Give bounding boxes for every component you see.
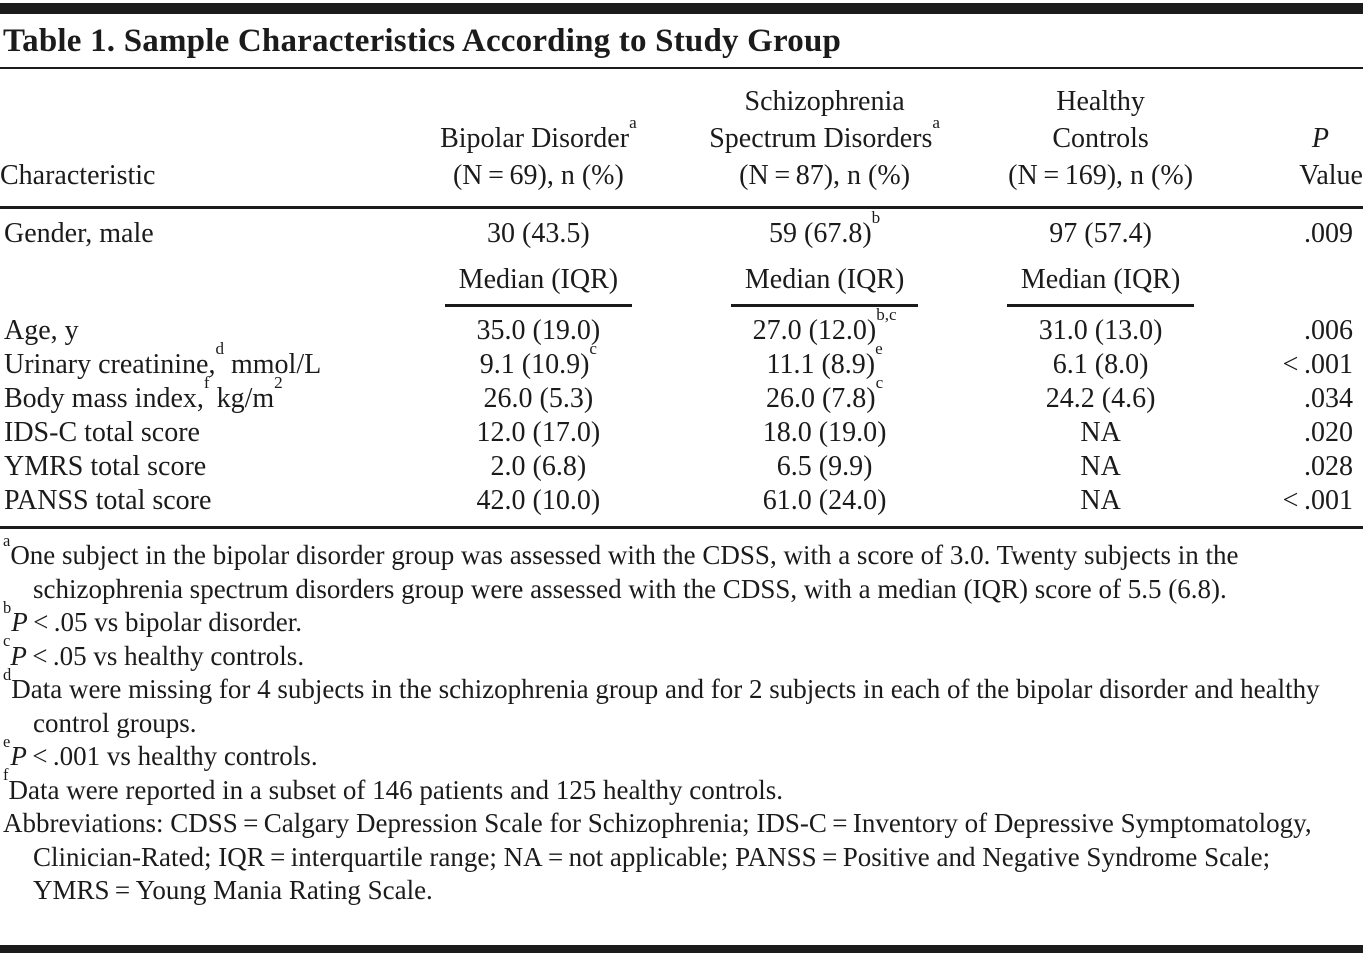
cell-healthy: 6.1 (8.0) [1052,349,1149,380]
cell-schizophrenia: 26.0 (7.8)c [765,373,884,414]
table-row-body-mass-index: Body mass index,f kg/m2 26.0 (5.3) 26.0 … [0,373,1363,416]
col-header-pvalue: P Value [1219,69,1363,209]
cell-pvalue: .034 [1304,383,1353,414]
cell-label: Age, y [4,315,79,346]
table-row-panss: PANSS total score 42.0 (10.0) 61.0 (24.0… [0,484,1363,529]
footnote-text: One subject in the bipolar disorder grou… [10,540,1239,604]
col-header-characteristic: Characteristic [0,69,409,209]
footnote-text: P < .001 vs healthy controls. [10,741,318,771]
footnote-text: Data were missing for 4 subjects in the … [11,674,1320,738]
col-header-line: Spectrum Disordersa [709,113,940,154]
col-header-line: (N = 69), n (%) [452,160,624,191]
median-subheader-bipolar: Median (IQR) [409,252,668,314]
footnote-f: fData were reported in a subset of 146 p… [3,767,1357,808]
cell-bipolar: 2.0 (6.8) [490,451,587,482]
median-label: Median (IQR) [744,264,905,295]
footnote-marker: e [3,731,11,751]
col-header-line: (N = 87), n (%) [739,160,911,191]
cell-bipolar: 12.0 (17.0) [476,417,601,448]
footnote-text: P < .05 vs bipolar disorder. [11,607,302,637]
col-header-line: Bipolar Disordera [440,113,637,154]
cell-pvalue: .006 [1304,315,1353,346]
cell-schizophrenia: 18.0 (19.0) [762,417,887,448]
title-rule [0,67,1363,69]
col-header-line: Value [1299,160,1363,191]
cell-pvalue: .009 [1304,218,1353,249]
cell-bipolar: 35.0 (19.0) [476,315,601,346]
cell-bipolar: 42.0 (10.0) [408,484,668,529]
cell-schizophrenia: 27.0 (12.0)b,c [752,305,897,346]
footnotes-block: aOne subject in the bipolar disorder gro… [0,529,1363,908]
col-header-line: Controls [1052,123,1149,154]
col-header-healthy: Healthy Controls (N = 169), n (%) [981,69,1220,209]
cell-label: PANSS total score [0,484,409,529]
cell-label: Body mass index,f kg/m2 [4,373,283,414]
cell-schizophrenia: 6.5 (9.9) [776,451,873,482]
median-subheader-row: Median (IQR) Median (IQR) Median (IQR) [0,252,1363,314]
col-header-line: Healthy [1056,86,1145,117]
top-rule [0,3,1363,14]
median-subheader-healthy: Median (IQR) [981,252,1220,314]
table-row-urinary-creatinine: Urinary creatinine,d mmol/L 9.1 (10.9)c … [0,339,1363,382]
footnote-text: Abbreviations: CDSS = Calgary Depression… [3,808,1312,905]
footnote-a: aOne subject in the bipolar disorder gro… [3,532,1357,606]
table-title: Table 1. Sample Characteristics Accordin… [3,23,842,59]
col-header-line: Schizophrenia [744,86,905,117]
footnote-text: P < .05 vs healthy controls. [10,640,305,671]
table-row-gender: Gender, male 30 (43.5) 59 (67.8)b 97 (57… [0,208,1363,253]
col-header-schizophrenia: Schizophrenia Spectrum Disordersa (N = 8… [667,69,982,209]
footnote-c: cP < .05 vs healthy controls. [3,633,1357,674]
footnote-abbreviations: Abbreviations: CDSS = Calgary Depression… [3,807,1357,908]
cell-schizophrenia: 11.1 (8.9)e [766,339,883,380]
cell-schizophrenia: 59 (67.8)b [769,208,881,249]
cell-empty [1220,252,1363,314]
cell-label: Gender, male [4,218,154,249]
footnote-e: eP < .001 vs healthy controls. [3,733,1357,774]
col-header-line: (N = 169), n (%) [1008,160,1194,191]
footnote-marker: d [3,664,12,684]
cell-bipolar: 26.0 (5.3) [483,383,594,414]
median-label: Median (IQR) [1020,264,1181,295]
cell-healthy: NA [981,484,1220,529]
cell-healthy: NA [1080,417,1121,448]
table-header-row: Characteristic Bipolar Disordera (N = 69… [0,69,1363,209]
footnote-text: Data were reported in a subset of 146 pa… [8,774,784,805]
col-header-line: P [1311,123,1329,154]
footnote-marker: b [3,597,12,617]
median-subheader-schizophrenia: Median (IQR) [668,252,981,314]
footnote-marker: f [3,765,9,785]
col-header-bipolar: Bipolar Disordera (N = 69), n (%) [408,69,668,209]
cell-healthy: NA [1080,451,1121,482]
cell-bipolar: 9.1 (10.9)c [479,339,597,380]
cell-label: YMRS total score [4,451,207,482]
table-row-ids-c: IDS-C total score 12.0 (17.0) 18.0 (19.0… [0,416,1363,450]
cell-schizophrenia: 61.0 (24.0) [667,484,982,529]
footnote-marker: a [3,530,11,550]
cell-healthy: 24.2 (4.6) [1045,383,1156,414]
bottom-rule [0,945,1363,953]
cell-bipolar: 30 (43.5) [487,218,590,249]
cell-healthy: 31.0 (13.0) [1038,315,1163,346]
characteristics-table: Characteristic Bipolar Disordera (N = 69… [0,69,1363,529]
table-row-ymrs: YMRS total score 2.0 (6.8) 6.5 (9.9) NA … [0,450,1363,484]
cell-pvalue: < .001 [1282,349,1353,380]
footnote-b: bP < .05 vs bipolar disorder. [3,599,1357,640]
cell-label: IDS-C total score [4,417,200,448]
cell-label: Urinary creatinine,d mmol/L [4,339,322,380]
cell-pvalue: .020 [1304,417,1353,448]
table-row-age: Age, y 35.0 (19.0) 27.0 (12.0)b,c 31.0 (… [0,305,1363,348]
footnote-marker: c [3,631,11,651]
cell-pvalue: < .001 [1219,484,1363,529]
footnote-d: dData were missing for 4 subjects in the… [3,666,1357,740]
col-header-label: Characteristic [0,160,156,191]
median-label: Median (IQR) [458,264,619,295]
cell-empty [0,252,409,314]
cell-pvalue: .028 [1304,451,1353,482]
cell-healthy: 97 (57.4) [1049,218,1152,249]
